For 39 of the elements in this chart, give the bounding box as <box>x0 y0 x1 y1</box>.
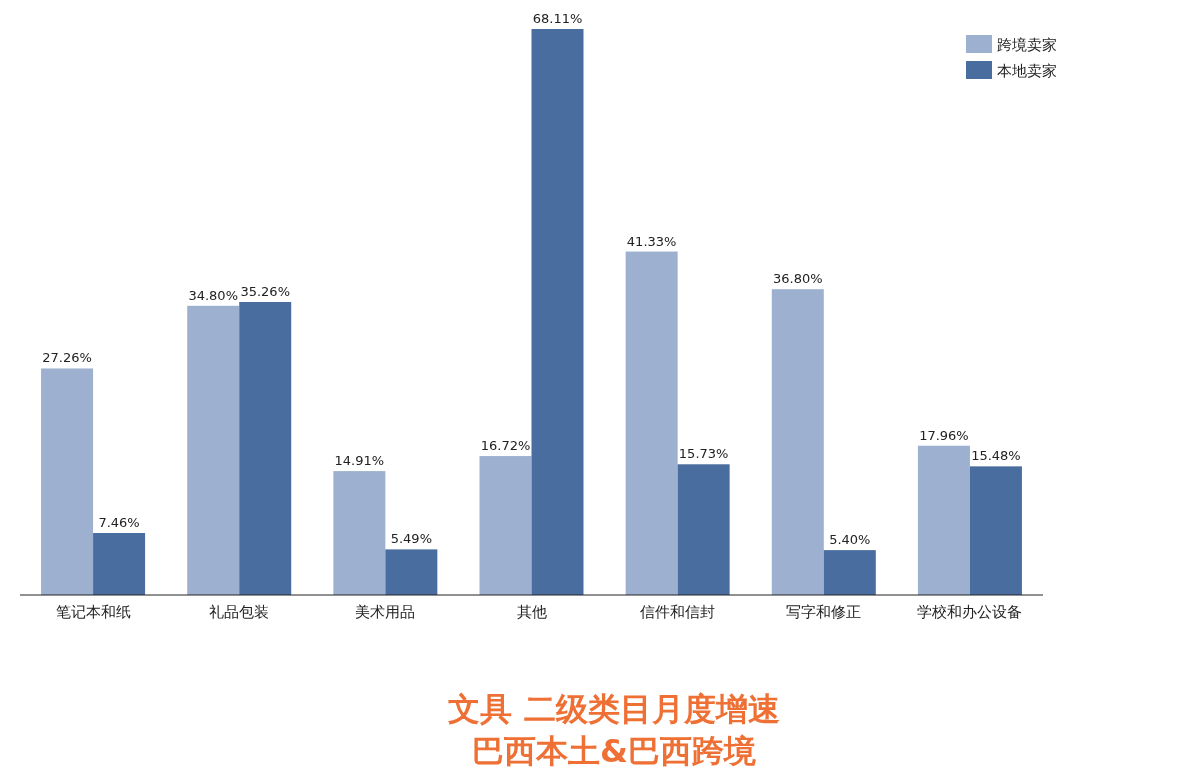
data-label: 27.26% <box>42 350 92 366</box>
data-label: 15.73% <box>678 446 729 462</box>
bar <box>385 549 438 595</box>
bar <box>969 466 1022 595</box>
bar <box>479 456 532 595</box>
data-label: 17.96% <box>919 427 969 443</box>
x-tick-label: 笔记本和纸 <box>55 603 131 621</box>
text: 巴西本土&巴西跨境 <box>472 732 756 770</box>
data-label: 36.80% <box>773 271 823 287</box>
data-label: 34.80% <box>188 287 238 303</box>
bar <box>41 368 94 595</box>
x-tick-label: 信件和信封 <box>640 603 716 621</box>
text: 文具 二级类目月度增速 <box>448 690 780 728</box>
data-label: 16.72% <box>480 438 531 454</box>
x-tick-label: 礼品包装 <box>209 603 270 621</box>
bar <box>93 533 146 595</box>
bar <box>187 305 240 595</box>
data-label: 14.91% <box>334 453 385 469</box>
data-label: 15.48% <box>971 448 1021 464</box>
legend-label: 本地卖家 <box>997 62 1057 80</box>
data-label: 68.11% <box>532 11 583 26</box>
bar <box>531 29 584 595</box>
bar <box>771 289 824 595</box>
data-label: 5.40% <box>829 532 871 548</box>
bar <box>917 445 970 595</box>
bar <box>677 464 730 595</box>
data-label: 5.49% <box>390 531 433 547</box>
x-tick-label: 写字和修正 <box>786 603 862 621</box>
x-tick-label: 其他 <box>516 603 547 621</box>
bar <box>333 471 386 595</box>
data-label: 7.46% <box>98 515 140 531</box>
bar <box>625 251 678 595</box>
x-tick-label: 美术用品 <box>355 603 416 621</box>
bar <box>239 301 292 595</box>
bar <box>823 550 876 595</box>
data-label: 41.33% <box>626 233 677 249</box>
legend-label: 跨境卖家 <box>997 36 1057 54</box>
x-tick-label: 学校和办公设备 <box>917 603 1023 621</box>
data-label: 35.26% <box>240 283 290 299</box>
